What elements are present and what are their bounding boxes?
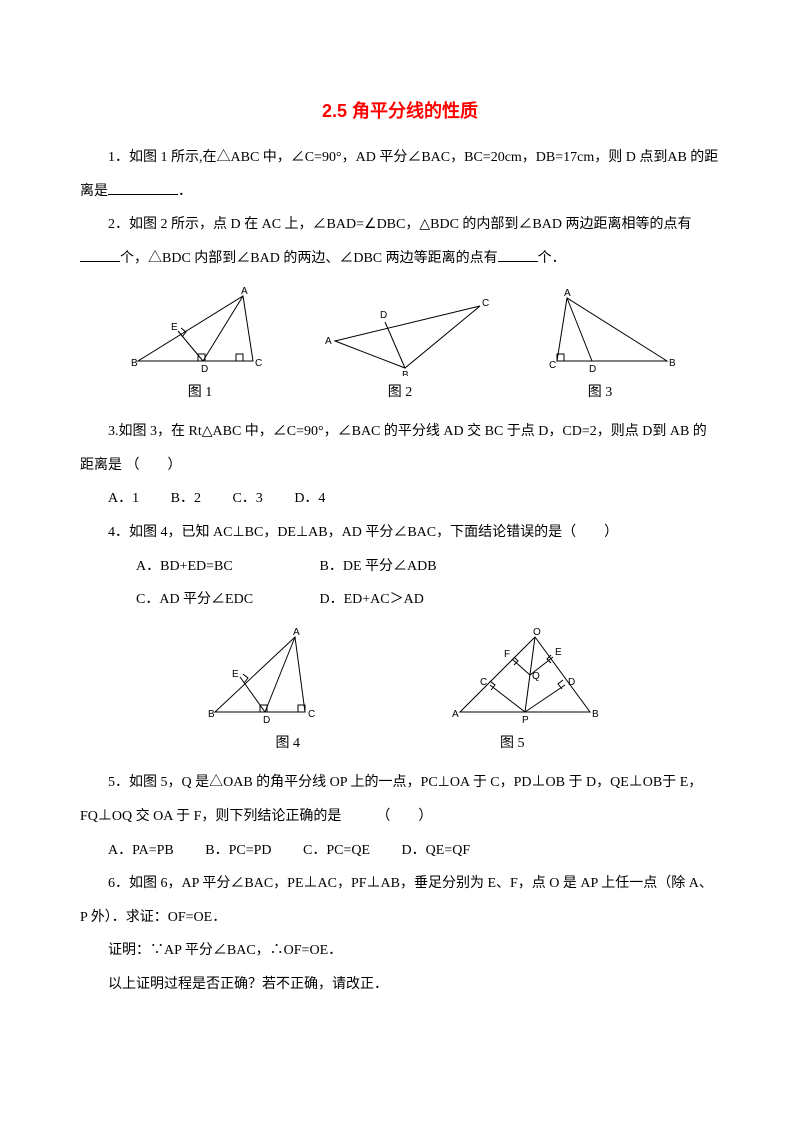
figcap-5: 图 5 [500, 727, 525, 761]
svg-text:E: E [232, 669, 239, 680]
q4-options-1: A．BD+ED=BC B．DE 平分∠ADB [80, 550, 720, 584]
svg-text:A: A [293, 627, 300, 638]
figcap-3: 图 3 [588, 376, 613, 410]
q5-opt-a[interactable]: A．PA=PB [108, 843, 174, 858]
figure-1: A B C D E [123, 286, 273, 376]
svg-text:D: D [263, 715, 270, 726]
doc-title: 2.5 角平分线的性质 [80, 90, 720, 133]
q2-blank-1[interactable] [80, 247, 120, 262]
question-1: 1．如图 1 所示,在△ABC 中，∠C=90°，AD 平分∠BAC，BC=20… [80, 141, 720, 208]
svg-text:O: O [533, 627, 541, 638]
svg-text:C: C [480, 677, 487, 688]
svg-text:Q: Q [532, 671, 540, 682]
q3-opt-d[interactable]: D．4 [294, 491, 325, 506]
figure-row-2: A B C D E [100, 627, 700, 727]
q4-opt-d[interactable]: D．ED+AC＞AD [292, 583, 472, 617]
q2c-text: 个． [538, 251, 566, 266]
svg-text:B: B [131, 358, 138, 369]
q4-opt-c[interactable]: C．AD 平分∠EDC [108, 583, 288, 617]
q5-options: A．PA=PB B．PC=PD C．PC=QE D．QE=QF [80, 834, 720, 868]
svg-text:C: C [482, 298, 489, 309]
q4-options-2: C．AD 平分∠EDC D．ED+AC＞AD [80, 583, 720, 617]
caption-row-2: 图 4 图 5 [100, 727, 700, 761]
q3-opt-a[interactable]: A．1 [108, 491, 139, 506]
figure-3: A B C D [537, 286, 677, 376]
question-6-ask: 以上证明过程是否正确？若不正确，请改正． [80, 968, 720, 1002]
svg-text:A: A [241, 286, 248, 297]
svg-text:B: B [669, 358, 676, 369]
q1-tail: ． [178, 184, 192, 199]
svg-text:D: D [568, 677, 575, 688]
q2-blank-2[interactable] [498, 247, 538, 262]
q3-opt-b[interactable]: B．2 [171, 491, 201, 506]
figure-4: A B C D E [200, 627, 330, 727]
q4-opt-b[interactable]: B．DE 平分∠ADB [292, 550, 472, 584]
svg-text:P: P [522, 715, 529, 726]
svg-text:E: E [171, 322, 178, 333]
question-6: 6．如图 6，AP 平分∠BAC，PE⊥AC，PF⊥AB，垂足分别为 E、F，点… [80, 867, 720, 934]
figcap-2: 图 2 [388, 376, 413, 410]
q3-options: A．1 B．2 C．3 D．4 [80, 482, 720, 516]
figcap-4: 图 4 [276, 727, 301, 761]
svg-text:E: E [555, 647, 562, 658]
caption-row-1: 图 1 图 2 图 3 [100, 376, 700, 410]
svg-text:A: A [564, 288, 571, 299]
svg-text:C: C [255, 358, 262, 369]
question-2: 2．如图 2 所示，点 D 在 AC 上，∠BAD=∠DBC，△BDC 的内部到… [80, 208, 720, 275]
svg-text:A: A [325, 336, 332, 347]
figure-row-1: A B C D E A B C D [100, 286, 700, 376]
svg-text:C: C [549, 360, 556, 371]
question-6-proof: 证明：∵AP 平分∠BAC，∴OF=OE． [80, 934, 720, 968]
figure-5: O A B P C D F E Q [450, 627, 600, 727]
svg-text:B: B [592, 709, 599, 720]
q2b-text: 个，△BDC 内部到∠BAD 的两边、∠DBC 两边等距离的点有 [120, 251, 498, 266]
q4-opt-a[interactable]: A．BD+ED=BC [108, 550, 288, 584]
q3-opt-c[interactable]: C．3 [232, 491, 262, 506]
figcap-1: 图 1 [188, 376, 213, 410]
q5-opt-d[interactable]: D．QE=QF [402, 843, 471, 858]
svg-text:D: D [201, 364, 208, 375]
q1-blank[interactable] [108, 180, 178, 195]
question-4: 4．如图 4，已知 AC⊥BC，DE⊥AB，AD 平分∠BAC，下面结论错误的是… [80, 516, 720, 550]
svg-text:F: F [504, 649, 510, 660]
page: 2.5 角平分线的性质 1．如图 1 所示,在△ABC 中，∠C=90°，AD … [0, 0, 800, 1132]
svg-text:C: C [308, 709, 315, 720]
q5-opt-b[interactable]: B．PC=PD [205, 843, 271, 858]
question-3: 3.如图 3，在 Rt△ABC 中，∠C=90°，∠BAC 的平分线 AD 交 … [80, 415, 720, 482]
figure-2: A B C D [320, 296, 490, 376]
q2a-text: 2．如图 2 所示，点 D 在 AC 上，∠BAD=∠DBC，△BDC 的内部到… [108, 217, 691, 232]
q5-opt-c[interactable]: C．PC=QE [303, 843, 370, 858]
question-5: 5．如图 5，Q 是△OAB 的角平分线 OP 上的一点，PC⊥OA 于 C，P… [80, 766, 720, 833]
svg-text:A: A [452, 709, 459, 720]
svg-text:D: D [380, 310, 387, 321]
svg-text:D: D [589, 364, 596, 375]
svg-text:B: B [208, 709, 215, 720]
